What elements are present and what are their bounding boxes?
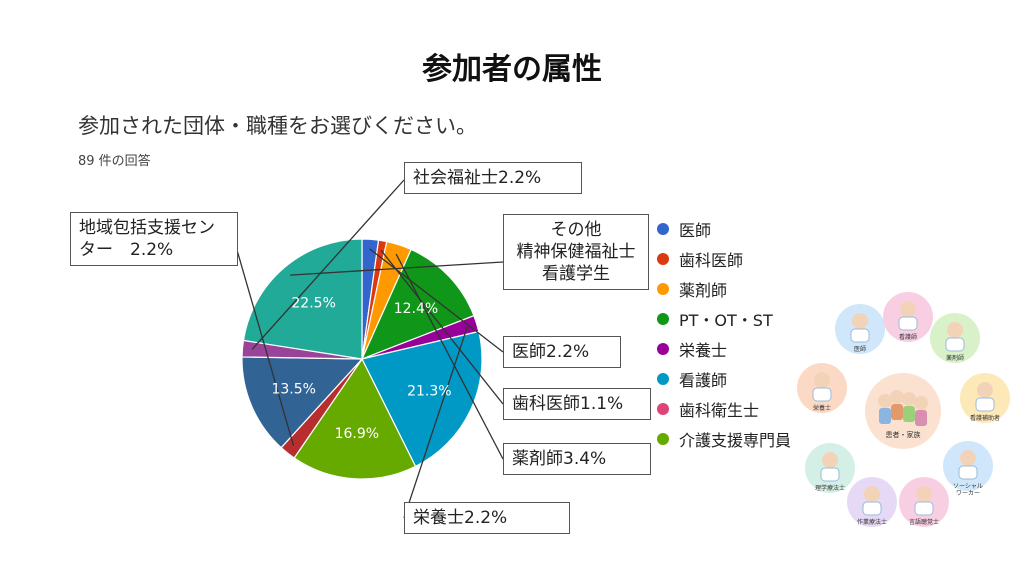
family-body-1 bbox=[891, 404, 903, 420]
legend-label: 看護師 bbox=[679, 371, 728, 390]
role-face-1 bbox=[900, 301, 916, 317]
survey-question: 参加された団体・職種をお選びください。 bbox=[78, 114, 477, 138]
family-body-3 bbox=[915, 410, 927, 426]
role-label-0: 医師 bbox=[854, 345, 866, 353]
legend-label: 薬剤師 bbox=[679, 281, 728, 300]
callout-dentist: 歯科医師1.1% bbox=[503, 388, 651, 421]
legend-swatch bbox=[657, 403, 669, 415]
slice-label-9: 13.5% bbox=[271, 381, 315, 397]
family-body-0 bbox=[879, 408, 891, 424]
role-body-0 bbox=[850, 328, 870, 343]
role-label-4: ソーシャル bbox=[953, 483, 983, 490]
legend-item-6: 歯科衛生士 bbox=[657, 394, 791, 424]
role-body-7 bbox=[820, 467, 840, 482]
legend-item-4: 栄養士 bbox=[657, 334, 791, 364]
legend-item-3: PT・OT・ST bbox=[657, 304, 791, 334]
pie-slice-9 bbox=[241, 356, 364, 449]
legend-item-0: 医師 bbox=[657, 214, 791, 244]
role-label-4: ワーカー bbox=[956, 490, 980, 497]
slice-label-3: 12.4% bbox=[394, 301, 438, 317]
leader-doctor bbox=[369, 248, 504, 353]
legend-item-1: 歯科医師 bbox=[657, 244, 791, 274]
slide-title: 参加者の属性 bbox=[422, 52, 602, 87]
role-label-6: 作業療法士 bbox=[857, 518, 887, 526]
legend-label: 歯科医師 bbox=[679, 251, 744, 270]
role-body-2 bbox=[945, 337, 965, 352]
callout-community-center: 地域包括支援セン ター 2.2% bbox=[70, 212, 238, 267]
pie-slice-7 bbox=[293, 357, 417, 480]
legend-label: 栄養士 bbox=[679, 341, 728, 360]
role-face-4 bbox=[960, 450, 976, 466]
callout-other: その他 精神保健福祉士 看護学生 bbox=[503, 214, 649, 291]
legend-swatch bbox=[657, 433, 669, 445]
role-label-5: 言語聴覚士 bbox=[909, 518, 939, 526]
leader-dentist bbox=[380, 249, 504, 405]
role-face-5 bbox=[916, 486, 932, 502]
leader-other bbox=[290, 261, 504, 276]
callout-doctor: 医師2.2% bbox=[503, 336, 621, 369]
role-body-8 bbox=[812, 387, 832, 402]
slice-label-5: 21.3% bbox=[407, 384, 451, 400]
role-body-6 bbox=[862, 501, 882, 516]
legend-item-5: 看護師 bbox=[657, 364, 791, 394]
leader-social bbox=[251, 179, 405, 350]
role-face-6 bbox=[864, 486, 880, 502]
chart-legend: 医師歯科医師薬剤師 PT・OT・ST 栄養士看護師歯科衛生士介護支援専門員 bbox=[657, 214, 791, 454]
legend-label: 介護支援専門員 bbox=[679, 431, 792, 450]
family-face-2 bbox=[902, 392, 916, 406]
family-face-1 bbox=[890, 390, 904, 404]
leader-community bbox=[236, 249, 295, 446]
legend-label: 医師 bbox=[679, 221, 712, 240]
pie-slice-11 bbox=[242, 238, 363, 360]
legend-item-7: 介護支援専門員 bbox=[657, 424, 791, 454]
family-label: 患者・家族 bbox=[886, 430, 921, 439]
role-body-1 bbox=[898, 316, 918, 331]
slice-label-11: 22.5% bbox=[291, 295, 335, 311]
response-count: 89 件の回答 bbox=[78, 154, 151, 169]
pie-slice-3 bbox=[360, 248, 475, 361]
legend-swatch bbox=[657, 313, 669, 325]
family-body-2 bbox=[903, 406, 915, 422]
role-face-3 bbox=[977, 382, 993, 398]
legend-swatch bbox=[657, 343, 669, 355]
role-body-3 bbox=[975, 397, 995, 412]
legend-label: 歯科衛生士 bbox=[679, 401, 760, 420]
role-label-1: 看護師 bbox=[899, 333, 917, 341]
role-body-4 bbox=[958, 465, 978, 480]
role-label-8: 栄養士 bbox=[813, 404, 831, 412]
legend-swatch bbox=[657, 253, 669, 265]
role-label-2: 薬剤師 bbox=[946, 354, 964, 362]
role-body-5 bbox=[914, 501, 934, 516]
family-face-0 bbox=[878, 394, 892, 408]
legend-swatch bbox=[657, 223, 669, 235]
family-face-3 bbox=[914, 396, 928, 410]
slice-label-7: 16.9% bbox=[335, 426, 379, 442]
role-face-7 bbox=[822, 452, 838, 468]
role-face-8 bbox=[814, 372, 830, 388]
legend-swatch bbox=[657, 373, 669, 385]
callout-social-worker: 社会福祉士2.2% bbox=[404, 162, 582, 195]
legend-label: PT・OT・ST bbox=[679, 311, 773, 330]
callout-dietitian: 栄養士2.2% bbox=[404, 502, 570, 535]
role-face-2 bbox=[947, 322, 963, 338]
legend-item-2: 薬剤師 bbox=[657, 274, 791, 304]
leader-pharmacist bbox=[395, 253, 504, 460]
pie-slice-5 bbox=[361, 330, 483, 468]
role-label-3: 看護補助者 bbox=[970, 414, 1000, 422]
leader-dietitian bbox=[403, 326, 469, 519]
callout-pharmacist: 薬剤師3.4% bbox=[503, 443, 651, 476]
role-label-7: 理学療法士 bbox=[815, 484, 845, 492]
role-face-0 bbox=[852, 313, 868, 329]
legend-swatch bbox=[657, 283, 669, 295]
